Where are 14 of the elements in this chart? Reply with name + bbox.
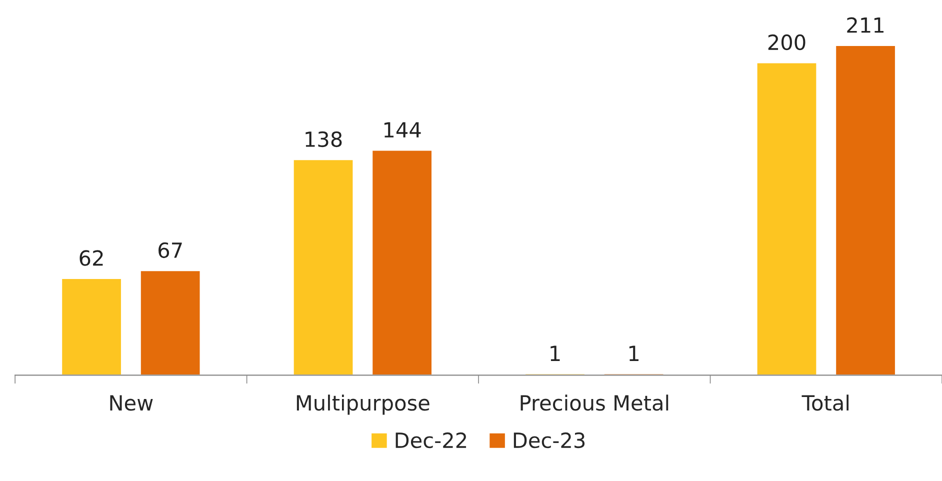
data-label: 200 [768,34,806,50]
data-label: 1 [629,346,638,361]
legend-label: Dec-22 [396,432,466,448]
legend-label: Dec-23 [514,432,585,448]
data-label: 67 [158,242,182,258]
x-tick-label: Total [802,394,849,411]
data-label: 211 [847,17,884,33]
data-label: 144 [384,122,421,138]
x-tick-label: New [110,395,153,411]
x-tick-label: Precious Metal [520,394,668,411]
data-label: 1 [550,346,560,361]
x-tick-label: Multipurpose [296,394,430,415]
data-label: 62 [80,250,103,266]
data-label: 138 [306,131,342,148]
